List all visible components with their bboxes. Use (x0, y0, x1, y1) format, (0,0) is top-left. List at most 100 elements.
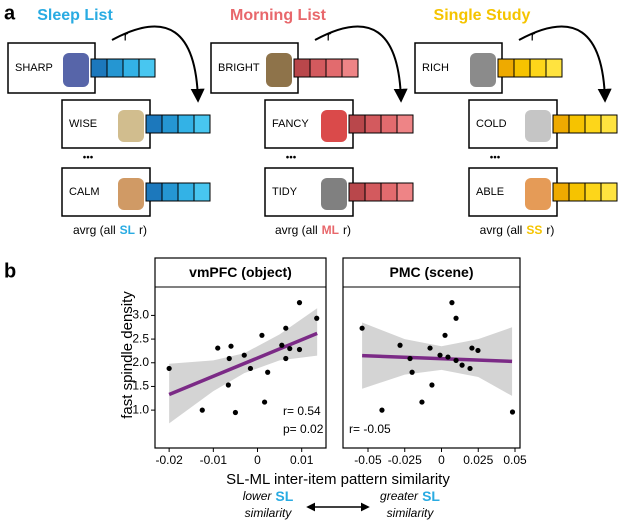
pattern-cell (348, 182, 366, 202)
pattern-cell (568, 182, 586, 202)
data-point (225, 382, 231, 388)
word: TIDY (272, 186, 298, 198)
pattern-cell (161, 182, 179, 202)
data-point (397, 342, 403, 348)
footnote-part: SL (275, 488, 293, 504)
pattern-cell (552, 114, 570, 134)
data-point (469, 345, 475, 351)
data-point (509, 409, 516, 415)
annotation: p= 0.02 (283, 422, 324, 436)
y-axis-label: fast spindle density (119, 291, 136, 419)
data-point (449, 300, 455, 306)
pattern-cell (529, 58, 547, 78)
data-point (283, 355, 289, 362)
data-point (296, 346, 303, 353)
pattern-cell (325, 58, 343, 78)
data-point (232, 409, 239, 416)
avrg-part: avrg (all (480, 223, 523, 237)
image-icon (118, 178, 144, 210)
annotation: r= -0.05 (349, 422, 391, 436)
r-label: r (124, 28, 129, 44)
chart-title: vmPFC (object) (189, 264, 292, 280)
ellipsis: ••• (83, 153, 94, 164)
word: BRIGHT (218, 62, 260, 74)
r-label: r (327, 28, 332, 44)
pattern-cell (177, 182, 195, 202)
avrg-part: r) (546, 223, 554, 237)
data-point (241, 352, 247, 358)
footnote-part: lower (243, 489, 273, 503)
x-tick-label: 0.05 (503, 453, 527, 467)
x-tick-label: 0.01 (290, 453, 314, 467)
data-point (314, 315, 320, 321)
footnote-part: greater (380, 489, 419, 503)
y-tick-label: 2.0 (132, 355, 149, 369)
x-tick-label: -0.025 (388, 453, 422, 467)
data-point (265, 369, 271, 375)
arrow (518, 25, 612, 103)
pattern-cell (90, 58, 108, 78)
pattern-cell (348, 114, 366, 134)
x-tick-label: 0.025 (463, 453, 493, 467)
data-point (467, 365, 473, 372)
pattern-cell (497, 58, 515, 78)
footnote: greater SL (380, 488, 440, 504)
avrg-label: avrg (all SL r) (73, 223, 147, 237)
data-point (475, 347, 481, 354)
pattern-cell (193, 114, 211, 134)
pattern-cell (106, 58, 124, 78)
word: SHARP (15, 62, 53, 74)
data-point (445, 354, 451, 360)
avrg-part: avrg (all (73, 223, 116, 237)
annotation: r= 0.54 (283, 404, 321, 418)
data-point (407, 355, 413, 362)
pattern-cell (364, 182, 382, 202)
arrow (111, 25, 205, 103)
pattern-cell (545, 58, 563, 78)
pattern-cell (396, 114, 414, 134)
r-label: r (531, 28, 536, 44)
data-point (459, 362, 465, 368)
pattern-cell (177, 114, 195, 134)
data-point (199, 407, 205, 413)
column-title: Morning List (230, 7, 327, 24)
confidence-band (169, 308, 318, 424)
pattern-cell (193, 182, 211, 202)
avrg-part: r) (139, 223, 147, 237)
y-tick-label: 1.5 (132, 379, 149, 393)
x-tick-label: -0.01 (200, 453, 228, 467)
x-axis-label: SL-ML inter-item pattern similarity (226, 471, 450, 488)
footnote: similarity (245, 506, 293, 520)
avrg-part: avrg (all (275, 223, 318, 237)
pattern-cell (513, 58, 531, 78)
data-point (379, 407, 385, 413)
image-icon (266, 53, 292, 87)
image-icon (321, 178, 347, 210)
data-point (296, 300, 303, 306)
word: CALM (69, 186, 100, 198)
data-point (261, 399, 268, 405)
data-point (228, 343, 234, 349)
data-point (279, 342, 285, 348)
x-tick-label: -0.02 (155, 453, 183, 467)
pattern-cell (145, 182, 163, 202)
avrg-part: SL (120, 223, 135, 237)
word: ABLE (476, 186, 504, 198)
x-tick-label: 0 (254, 453, 261, 467)
image-icon (321, 110, 347, 142)
pattern-cell (380, 114, 398, 134)
pattern-cell (161, 114, 179, 134)
data-point (437, 352, 443, 358)
data-point (359, 325, 365, 331)
data-point (453, 315, 459, 321)
data-point (215, 345, 221, 351)
ellipsis: ••• (286, 153, 297, 164)
y-tick-label: 3.0 (132, 308, 149, 322)
word: WISE (69, 118, 97, 130)
pattern-cell (584, 182, 602, 202)
data-point (283, 325, 289, 331)
ellipsis: ••• (490, 153, 501, 164)
fit-line (168, 331, 318, 397)
footnote: lower SL (243, 488, 294, 504)
pattern-cell (380, 182, 398, 202)
